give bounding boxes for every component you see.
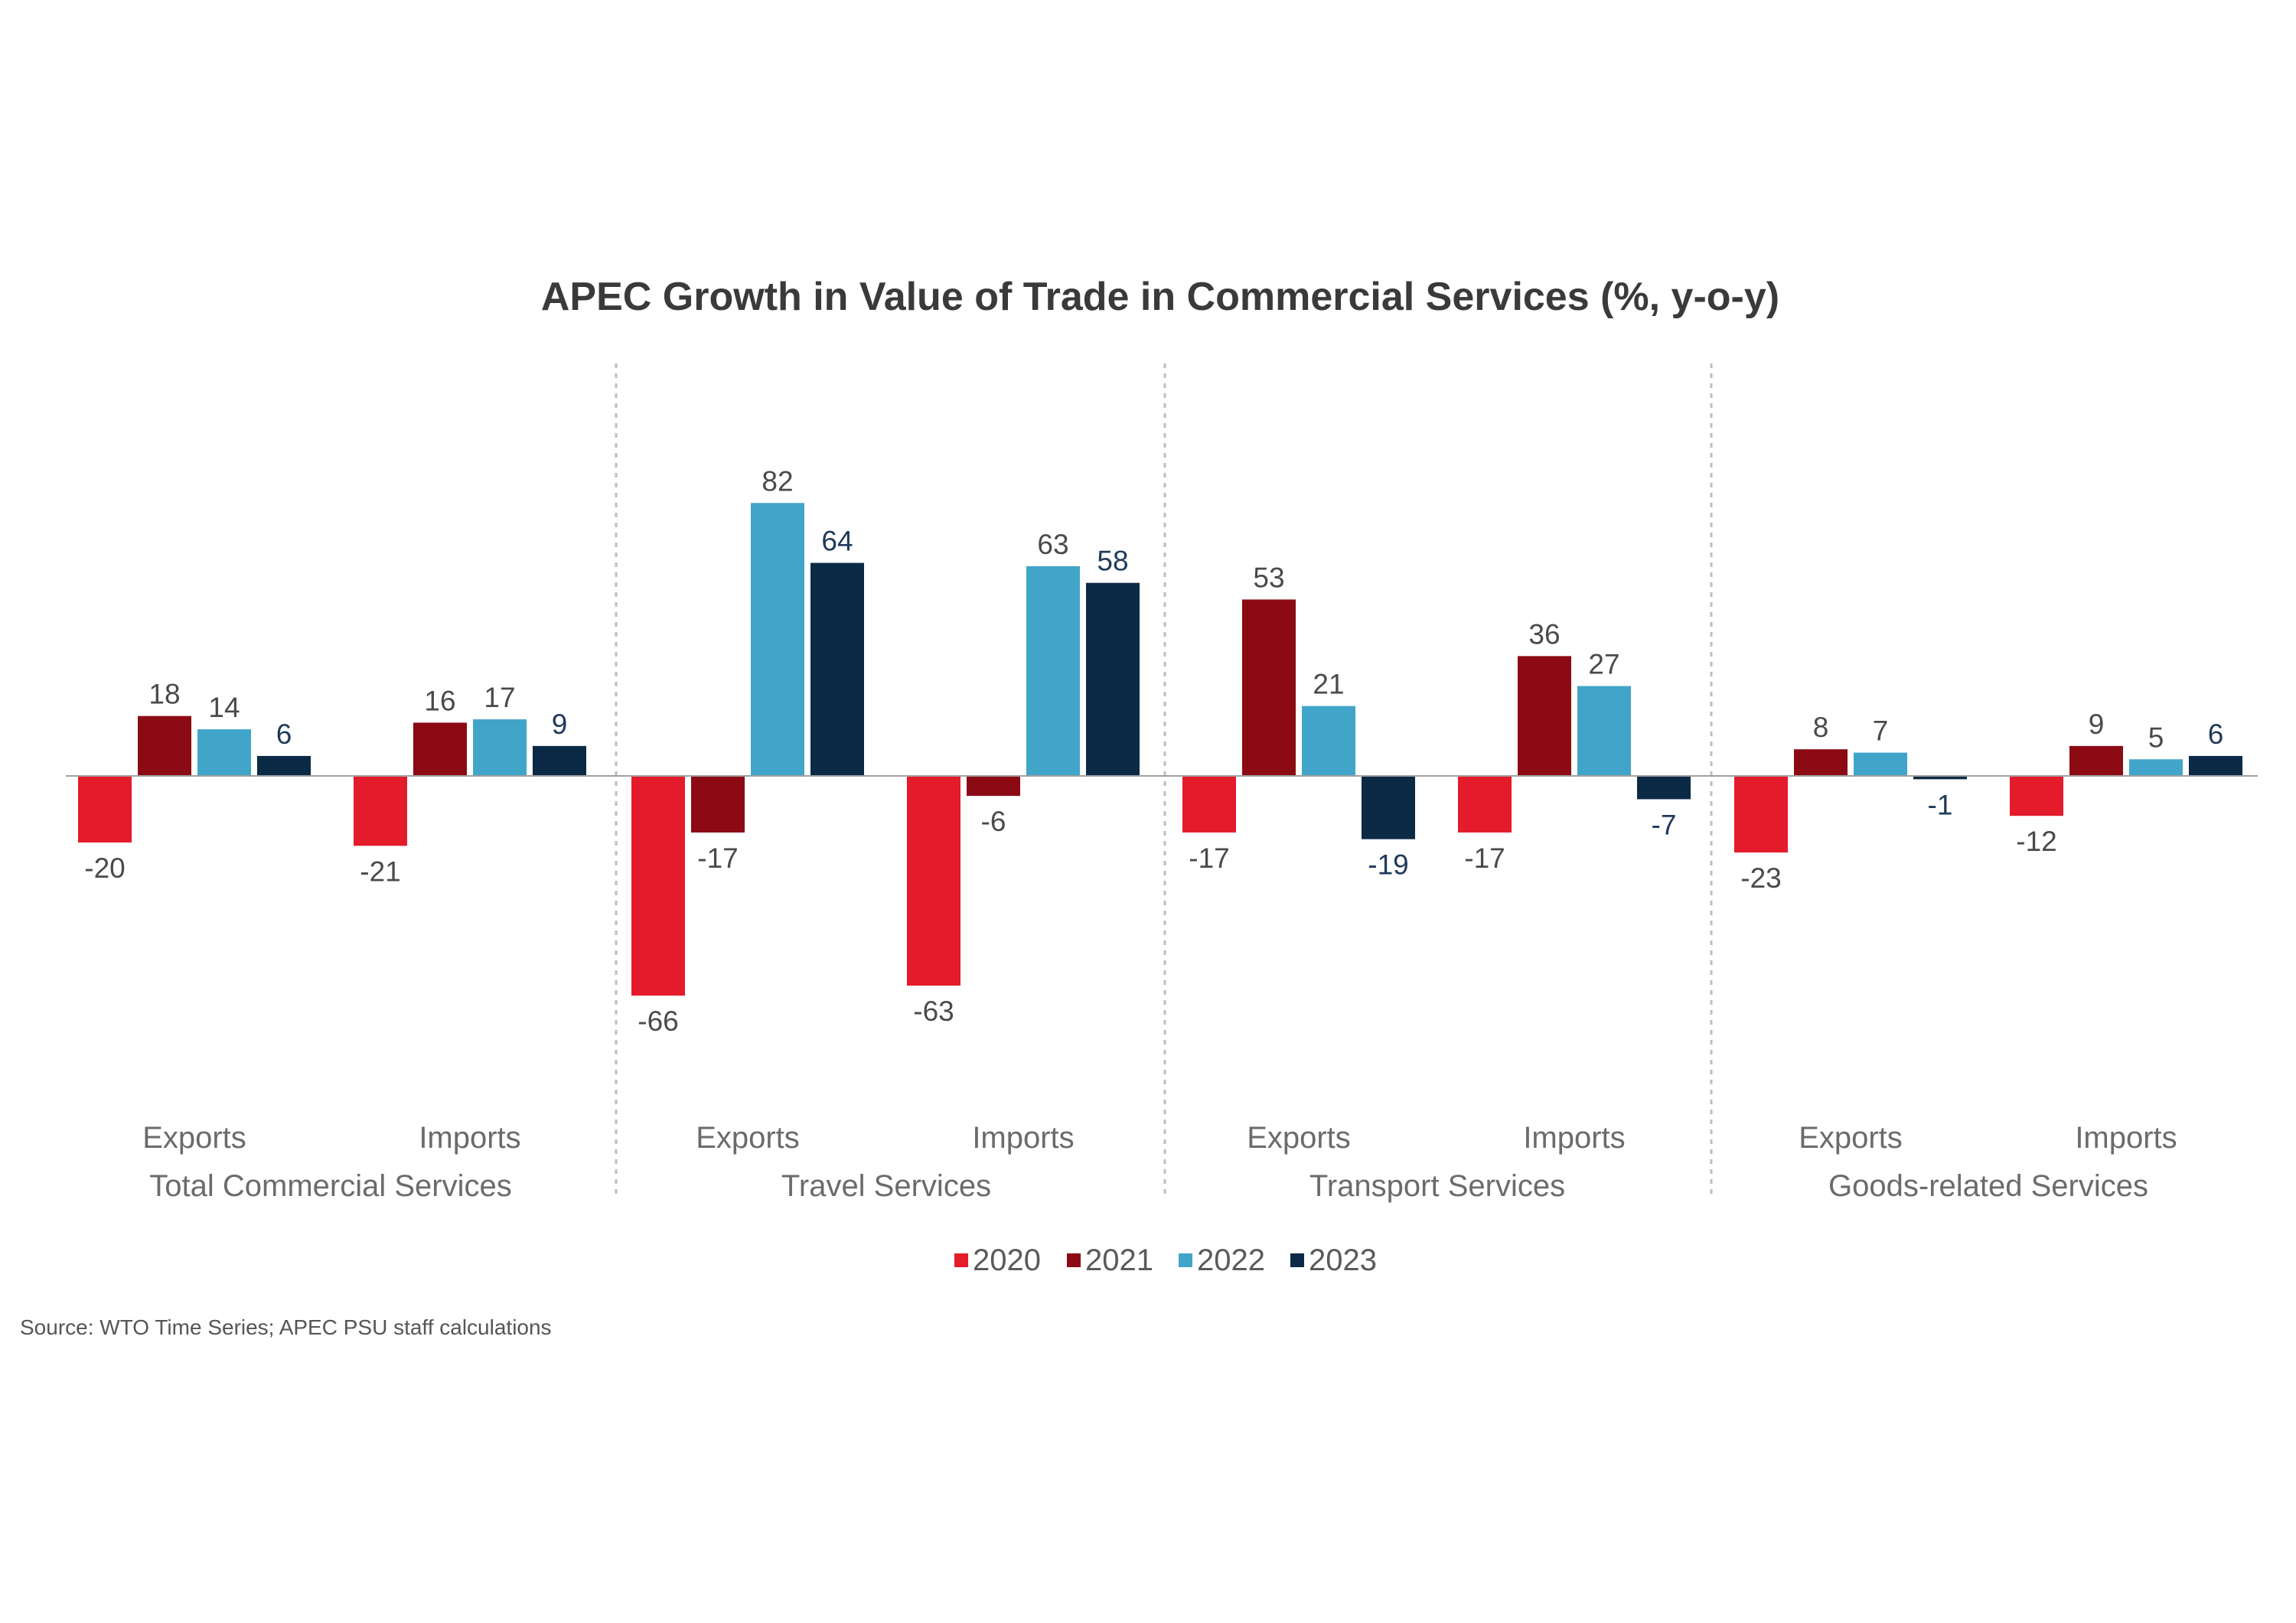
category-label-8: Imports xyxy=(2075,1121,2177,1155)
category-label-2: Imports xyxy=(419,1121,520,1155)
chart-title: APEC Growth in Value of Trade in Commerc… xyxy=(541,275,1779,319)
category-label-5: Exports xyxy=(1247,1121,1351,1155)
bar-2022-cat-1 xyxy=(197,729,251,776)
bar-2021-cat-5 xyxy=(1242,599,1296,776)
bar-2022-cat-7 xyxy=(1854,752,1907,776)
bar-2020-cat-6 xyxy=(1458,776,1512,833)
legend-label-2022: 2022 xyxy=(1197,1243,1265,1277)
bars xyxy=(78,503,2242,996)
category-label-4: Imports xyxy=(972,1121,1074,1155)
bar-2021-cat-3 xyxy=(691,776,745,833)
value-label-2023-cat-6: -7 xyxy=(1652,809,1677,840)
group-label-1: Total Commercial Services xyxy=(149,1169,511,1203)
legend-swatch-2020 xyxy=(954,1253,968,1267)
value-label-2021-cat-2: 16 xyxy=(424,685,455,716)
value-label-2020-cat-6: -17 xyxy=(1464,842,1505,874)
bar-2020-cat-5 xyxy=(1182,776,1236,833)
category-label-6: Imports xyxy=(1523,1121,1625,1155)
bar-2021-cat-7 xyxy=(1794,749,1848,776)
bar-2023-cat-8 xyxy=(2189,755,2242,776)
bar-2023-cat-1 xyxy=(257,755,311,776)
value-label-2023-cat-4: 58 xyxy=(1097,546,1128,577)
value-label-2020-cat-3: -66 xyxy=(638,1005,678,1037)
value-label-2022-cat-7: 7 xyxy=(1873,715,1889,747)
bar-2023-cat-2 xyxy=(533,745,586,776)
bar-2023-cat-5 xyxy=(1362,776,1415,839)
bar-2022-cat-8 xyxy=(2129,759,2183,776)
bar-2022-cat-6 xyxy=(1577,686,1631,776)
bar-2021-cat-2 xyxy=(413,722,467,776)
bar-2023-cat-6 xyxy=(1637,776,1691,800)
value-label-2022-cat-1: 14 xyxy=(208,692,240,723)
category-label-1: Exports xyxy=(142,1121,246,1155)
value-label-2022-cat-2: 17 xyxy=(484,682,515,713)
category-labels: Exports Imports Exports Imports Exports Impor… xyxy=(142,1121,2177,1155)
bar-2023-cat-4 xyxy=(1086,582,1140,776)
value-label-2020-cat-4: -63 xyxy=(913,996,954,1027)
value-label-2022-cat-6: 27 xyxy=(1588,649,1619,680)
legend: 2020 2021 2022 2023 xyxy=(954,1243,1377,1277)
bar-2020-cat-2 xyxy=(354,776,407,846)
value-label-2021-cat-7: 8 xyxy=(1813,712,1829,743)
group-labels: Total Commercial Services Travel Services… xyxy=(149,1169,2148,1203)
value-label-2021-cat-6: 36 xyxy=(1528,618,1560,650)
bar-2023-cat-7 xyxy=(1913,776,1967,780)
group-label-4: Goods-related Services xyxy=(1828,1169,2148,1203)
legend-swatch-2023 xyxy=(1290,1253,1304,1267)
value-label-2021-cat-8: 9 xyxy=(2089,709,2105,740)
value-label-2023-cat-7: -1 xyxy=(1928,789,1953,820)
value-label-2022-cat-5: 21 xyxy=(1313,669,1344,700)
value-label-2020-cat-1: -20 xyxy=(84,852,125,884)
legend-label-2021: 2021 xyxy=(1085,1243,1153,1277)
group-label-3: Transport Services xyxy=(1309,1169,1565,1203)
value-label-2021-cat-1: 18 xyxy=(148,679,180,710)
bar-2020-cat-7 xyxy=(1734,776,1788,853)
bar-2020-cat-1 xyxy=(78,776,132,842)
value-label-2023-cat-3: 64 xyxy=(821,526,853,557)
value-label-2020-cat-7: -23 xyxy=(1740,862,1781,894)
value-label-2021-cat-5: 53 xyxy=(1253,562,1284,593)
category-label-7: Exports xyxy=(1799,1121,1903,1155)
value-label-2021-cat-3: -17 xyxy=(697,842,738,874)
value-label-2023-cat-5: -19 xyxy=(1368,849,1408,881)
bar-2020-cat-4 xyxy=(907,776,960,986)
bar-2020-cat-3 xyxy=(631,776,685,996)
bar-2022-cat-2 xyxy=(473,719,527,776)
group-label-2: Travel Services xyxy=(781,1169,991,1203)
value-label-2023-cat-1: 6 xyxy=(276,719,292,750)
bar-2020-cat-8 xyxy=(2010,776,2063,816)
bar-2021-cat-6 xyxy=(1518,656,1571,776)
bar-2022-cat-4 xyxy=(1026,565,1080,776)
legend-swatch-2021 xyxy=(1067,1253,1081,1267)
value-label-2023-cat-2: 9 xyxy=(552,709,568,740)
bar-2021-cat-4 xyxy=(967,776,1020,797)
value-label-2022-cat-8: 5 xyxy=(2148,722,2164,753)
value-label-2022-cat-3: 82 xyxy=(762,465,793,497)
value-label-2022-cat-4: 63 xyxy=(1037,529,1068,560)
value-label-2020-cat-8: -12 xyxy=(2016,826,2056,857)
category-label-3: Exports xyxy=(696,1121,800,1155)
bar-2022-cat-3 xyxy=(751,503,804,776)
legend-swatch-2022 xyxy=(1179,1253,1192,1267)
value-label-2021-cat-4: -6 xyxy=(981,806,1006,837)
legend-label-2023: 2023 xyxy=(1309,1243,1377,1277)
bar-2023-cat-3 xyxy=(810,562,864,776)
bar-2021-cat-1 xyxy=(138,715,191,776)
value-label-2023-cat-8: 6 xyxy=(2208,719,2224,750)
bar-2022-cat-5 xyxy=(1302,706,1355,776)
source-note: Source: WTO Time Series; APEC PSU staff … xyxy=(20,1315,552,1339)
bar-2021-cat-8 xyxy=(2069,745,2123,776)
value-label-2020-cat-5: -17 xyxy=(1189,842,1229,874)
legend-label-2020: 2020 xyxy=(973,1243,1041,1277)
value-label-2020-cat-2: -21 xyxy=(360,855,400,887)
